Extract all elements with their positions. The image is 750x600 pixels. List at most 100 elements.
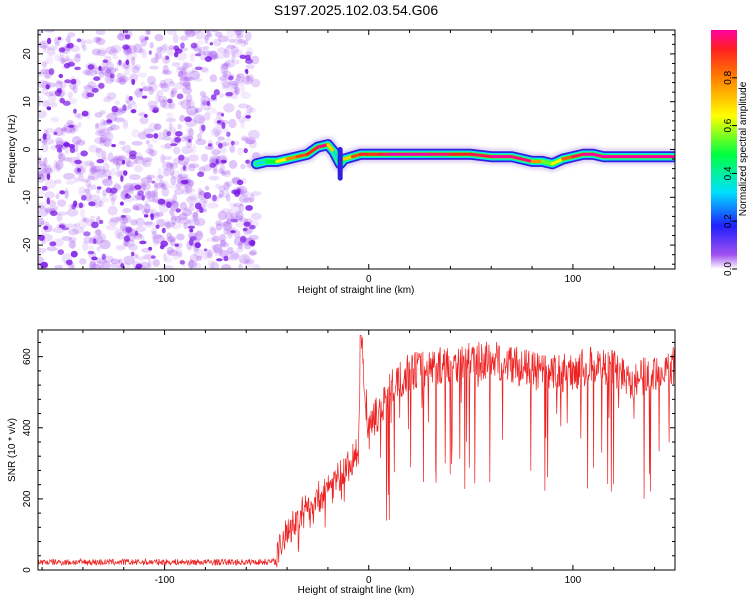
noise-blob <box>141 95 148 99</box>
noise-blob <box>209 42 214 46</box>
noise-blob <box>152 107 159 113</box>
noise-blob <box>248 139 257 149</box>
noise-blob <box>127 104 133 110</box>
noise-blob <box>188 163 200 169</box>
noise-blob <box>215 183 221 189</box>
noise-blob <box>209 74 218 83</box>
noise-blob <box>57 36 62 41</box>
noise-blob <box>194 231 204 241</box>
ridge-core-segment <box>275 157 289 163</box>
noise-blob <box>234 86 241 96</box>
noise-blob <box>242 197 254 203</box>
noise-blob <box>209 162 217 168</box>
noise-blob <box>199 189 205 196</box>
noise-blob <box>203 50 213 57</box>
noise-blob <box>204 185 210 191</box>
noise-blob <box>187 179 194 186</box>
noise-blob <box>59 97 65 104</box>
noise-blob <box>169 162 175 168</box>
noise-blob <box>177 123 182 130</box>
noise-blob <box>38 154 43 165</box>
noise-blob <box>148 82 158 92</box>
noise-blob <box>223 48 231 59</box>
noise-blob <box>136 72 148 78</box>
noise-blob <box>221 264 232 269</box>
noise-blob <box>97 232 107 243</box>
spectrogram-y-tick-label: 10 <box>22 96 33 108</box>
noise-blob <box>91 165 101 173</box>
noise-blob <box>64 187 69 196</box>
noise-blob <box>147 195 156 203</box>
noise-blob <box>68 228 79 236</box>
noise-blob <box>185 99 195 109</box>
noise-blob <box>154 211 160 219</box>
noise-blob <box>75 53 81 59</box>
noise-blob <box>148 122 158 132</box>
noise-blob <box>118 216 129 224</box>
noise-blob <box>116 72 123 79</box>
noise-blob <box>203 255 209 261</box>
noise-blob <box>73 54 81 63</box>
noise-blob <box>102 59 109 63</box>
noise-blob <box>181 61 189 72</box>
noise-blob <box>169 166 175 177</box>
noise-blob <box>246 74 255 82</box>
noise-blob <box>114 100 121 105</box>
noise-blob <box>170 214 177 225</box>
noise-blob <box>228 202 237 207</box>
ridge-core-segment <box>326 143 336 154</box>
noise-blob <box>82 217 90 223</box>
noise-blob <box>166 131 172 137</box>
noise-blob <box>234 36 243 45</box>
noise-blob <box>154 53 160 64</box>
noise-blob <box>99 219 104 225</box>
noise-blob <box>146 175 153 185</box>
noise-blob <box>149 42 154 49</box>
colorbar-tick-label: 0.2 <box>723 214 734 228</box>
noise-blob <box>74 223 80 228</box>
noise-blob <box>58 73 64 79</box>
noise-blob <box>55 144 64 150</box>
noise-blob <box>226 218 232 225</box>
noise-blob <box>70 250 78 258</box>
noise-blob <box>166 246 175 255</box>
noise-blob <box>161 180 169 191</box>
noise-blob <box>61 126 66 137</box>
noise-blob <box>170 89 177 98</box>
noise-blob <box>57 151 63 160</box>
noise-blob <box>194 77 203 82</box>
noise-blob <box>167 236 177 242</box>
noise-blob <box>197 48 202 54</box>
noise-blob <box>41 139 48 146</box>
noise-blob <box>248 251 257 256</box>
noise-blob <box>225 180 233 188</box>
noise-blob <box>164 221 176 228</box>
noise-blob <box>141 157 152 162</box>
noise-blob <box>203 35 209 41</box>
noise-blob <box>82 241 89 252</box>
noise-blob <box>38 217 45 226</box>
noise-blob <box>195 230 203 237</box>
noise-blob <box>202 100 207 105</box>
noise-blob <box>88 245 95 251</box>
noise-blob <box>43 225 49 230</box>
noise-blob <box>223 127 229 133</box>
snr-x-tick-label: 100 <box>565 575 582 586</box>
colorbar-gradient <box>711 30 737 269</box>
noise-blob <box>89 259 96 268</box>
noise-blob <box>170 200 180 208</box>
noise-blob <box>190 42 198 49</box>
noise-blob <box>149 65 159 70</box>
noise-blob <box>229 87 239 95</box>
noise-blob <box>60 57 65 64</box>
noise-blob <box>212 194 217 202</box>
noise-blob <box>91 48 101 56</box>
noise-blob <box>102 169 112 178</box>
noise-blob <box>144 36 149 41</box>
noise-blob <box>45 167 54 175</box>
noise-blob <box>96 189 101 194</box>
noise-blob <box>89 194 101 201</box>
noise-blob <box>235 30 243 33</box>
noise-blob <box>204 35 209 44</box>
noise-blob <box>178 154 185 161</box>
